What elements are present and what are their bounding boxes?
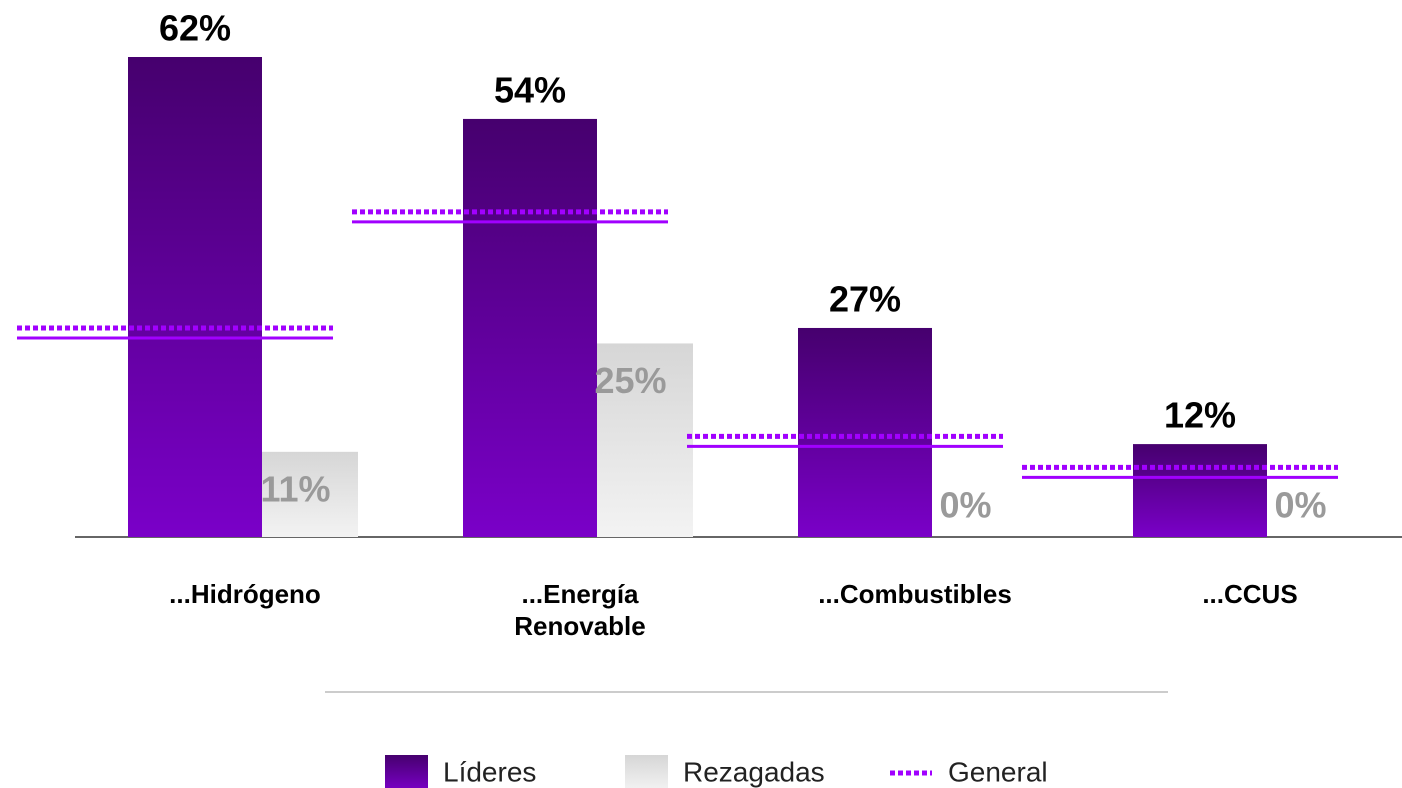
value-label: 0% bbox=[939, 485, 991, 526]
legend-swatch bbox=[385, 755, 428, 788]
value-label: 54% bbox=[494, 69, 566, 110]
x-tick-label: ...CCUS bbox=[1202, 579, 1298, 609]
value-label: 27% bbox=[829, 278, 901, 319]
legend-label: General bbox=[948, 756, 1048, 787]
bar bbox=[128, 57, 262, 537]
bar bbox=[463, 118, 597, 537]
bar bbox=[1133, 444, 1267, 537]
value-label: 62% bbox=[159, 8, 231, 49]
legend-label: Líderes bbox=[443, 756, 536, 787]
value-label: 12% bbox=[1164, 395, 1236, 436]
value-label: 0% bbox=[1274, 485, 1326, 526]
value-label: 11% bbox=[260, 468, 330, 509]
x-tick-label: ...Hidrógeno bbox=[169, 579, 321, 609]
x-tick-label: ...Combustibles bbox=[818, 579, 1012, 609]
legend-swatch bbox=[625, 755, 668, 788]
x-tick-label: ...Energía Renovable bbox=[514, 579, 646, 641]
legend-label: Rezagadas bbox=[683, 756, 825, 787]
bar bbox=[798, 327, 932, 537]
value-label: 25% bbox=[594, 360, 666, 401]
